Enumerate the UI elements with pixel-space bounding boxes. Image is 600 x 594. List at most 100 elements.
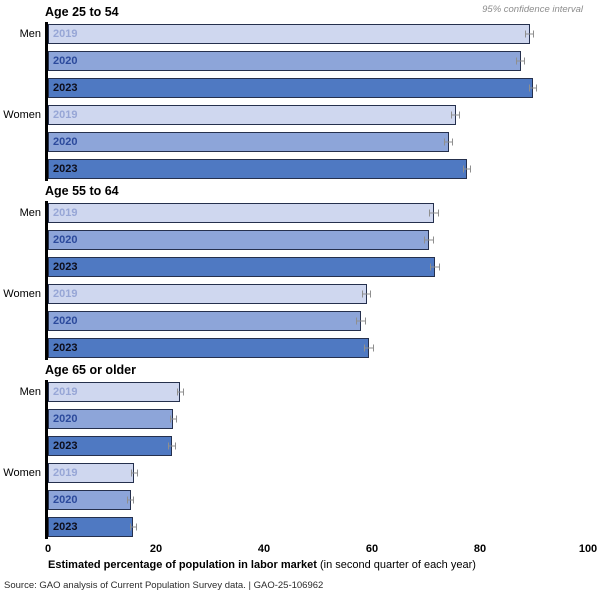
ci-whisker xyxy=(525,30,534,38)
ci-line xyxy=(452,114,459,116)
bar-year-label: 2020 xyxy=(53,314,78,327)
x-axis-title: Estimated percentage of population in la… xyxy=(48,559,600,571)
tick-label: 20 xyxy=(149,543,163,555)
ci-cap xyxy=(430,263,432,271)
ci-line xyxy=(130,526,137,528)
bar: 2020 xyxy=(48,490,131,510)
age-group-block: Age 25 to 54 Men 2019 2020 2023 Women 2019 2020… xyxy=(0,4,600,181)
bar-track: 2020 xyxy=(48,409,588,429)
ci-line xyxy=(362,293,371,295)
ci-cap xyxy=(462,165,464,173)
bar-track: 2023 xyxy=(48,159,588,179)
bar: 2023 xyxy=(48,517,134,537)
bar-year-label: 2023 xyxy=(53,439,78,452)
bar-year-label: 2019 xyxy=(53,108,78,121)
bar: 2020 xyxy=(48,132,449,152)
tick-label: 60 xyxy=(365,543,379,555)
bar-year-label: 2020 xyxy=(53,54,78,67)
bar-track: 2020 xyxy=(48,490,588,510)
source-note: Source: GAO analysis of Current Populati… xyxy=(4,580,324,591)
ci-cap xyxy=(528,84,530,92)
bar: 2023 xyxy=(48,436,173,456)
ci-cap xyxy=(444,138,446,146)
bar-row: 2020 xyxy=(0,230,600,250)
bar-row: 2020 xyxy=(0,311,600,331)
bar-row: Men 2019 xyxy=(0,382,600,402)
bar: 2020 xyxy=(48,230,429,250)
ci-whisker xyxy=(168,442,176,450)
bar-row: 2023 xyxy=(0,517,600,537)
ci-cap xyxy=(373,344,375,352)
gender-label: Men xyxy=(19,28,41,40)
ci-cap xyxy=(356,317,358,325)
bar-year-label: 2019 xyxy=(53,385,78,398)
bar-year-label: 2023 xyxy=(53,81,78,94)
ci-line xyxy=(357,320,366,322)
bar-year-label: 2020 xyxy=(53,135,78,148)
ci-cap xyxy=(137,469,139,477)
ci-cap xyxy=(133,496,135,504)
ci-cap xyxy=(437,209,439,217)
x-axis-title-bold: Estimated percentage of population in la… xyxy=(48,559,317,571)
ci-cap xyxy=(536,84,538,92)
bar-year-label: 2020 xyxy=(53,233,78,246)
ci-whisker xyxy=(129,523,138,531)
ci-line xyxy=(445,141,452,143)
ci-cap xyxy=(451,138,453,146)
age-group-bars: Men 2019 2020 2023 Women 2019 2020 2023 xyxy=(0,201,600,360)
age-group-block: Age 55 to 64 Men 2019 2020 2023 Women 2019 2020… xyxy=(0,183,600,360)
tick-label: 0 xyxy=(44,543,52,555)
ci-whisker xyxy=(130,469,139,477)
bar-track: 2020 xyxy=(48,51,588,71)
ci-whisker xyxy=(176,388,185,396)
bar-row: 2020 xyxy=(0,490,600,510)
ci-whisker xyxy=(430,263,441,271)
age-group-bars: Men 2019 2020 2023 Women 2019 2020 2023 xyxy=(0,22,600,181)
ci-line xyxy=(529,87,537,89)
bar: 2023 xyxy=(48,338,370,358)
ci-cap xyxy=(129,523,131,531)
tick-label: 100 xyxy=(578,543,598,555)
bar-track: 2019 xyxy=(48,203,588,223)
ci-whisker xyxy=(451,111,460,119)
ci-whisker xyxy=(169,415,178,423)
bar-track: 2023 xyxy=(48,257,588,277)
ci-cap xyxy=(176,415,178,423)
ci-cap xyxy=(364,344,366,352)
ci-whisker xyxy=(429,209,439,217)
bar-row: 2023 xyxy=(0,436,600,456)
ci-cap xyxy=(176,388,178,396)
bar-track: 2019 xyxy=(48,463,588,483)
ci-cap xyxy=(183,388,185,396)
ci-line xyxy=(127,499,134,501)
bar-year-label: 2020 xyxy=(53,493,78,506)
bar-track: 2019 xyxy=(48,105,588,125)
bar: 2019 xyxy=(48,463,135,483)
ci-whisker xyxy=(528,84,538,92)
ci-cap xyxy=(169,415,171,423)
ci-cap xyxy=(439,263,441,271)
ci-whisker xyxy=(462,165,472,173)
bar-year-label: 2019 xyxy=(53,466,78,479)
bar-track: 2023 xyxy=(48,338,588,358)
bar-row: 2023 xyxy=(0,338,600,358)
ci-line xyxy=(424,239,433,241)
ci-cap xyxy=(523,57,525,65)
bar: 2020 xyxy=(48,311,362,331)
bar-track: 2019 xyxy=(48,24,588,44)
bar: 2019 xyxy=(48,105,456,125)
bar-year-label: 2020 xyxy=(53,412,78,425)
ci-cap xyxy=(174,442,176,450)
bar-track: 2019 xyxy=(48,284,588,304)
bar-track: 2023 xyxy=(48,78,588,98)
ci-cap xyxy=(136,523,138,531)
bar-row: 2020 xyxy=(0,409,600,429)
y-axis-line xyxy=(45,22,48,181)
age-group-title: Age 25 to 54 xyxy=(45,5,119,19)
ci-cap xyxy=(451,111,453,119)
ci-line xyxy=(517,60,524,62)
bar-row: 2020 xyxy=(0,51,600,71)
bar: 2020 xyxy=(48,51,521,71)
y-axis-line xyxy=(45,380,48,539)
